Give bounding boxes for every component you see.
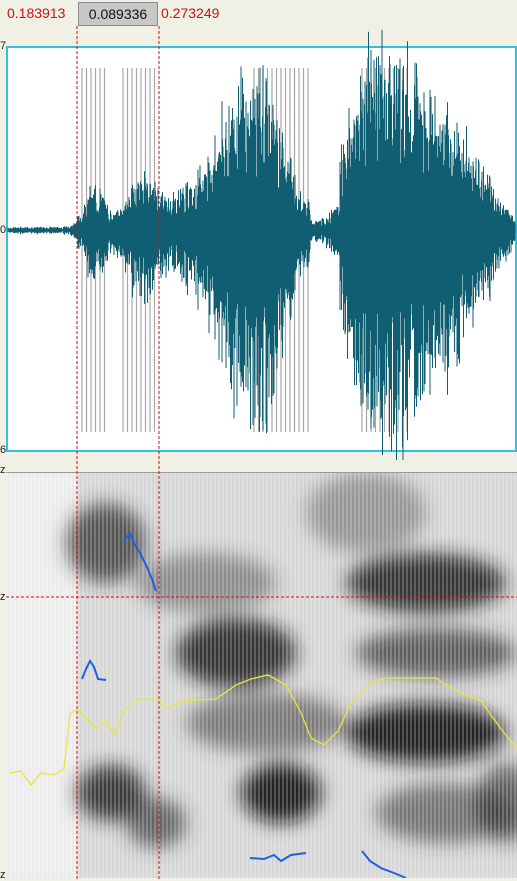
waveform-svg: [7, 29, 516, 460]
spectrogram-panel[interactable]: [6, 472, 517, 878]
spectrogram-svg: [6, 473, 517, 878]
spectrogram-cursor-label: z: [0, 591, 6, 603]
waveform-top-label: 7: [0, 40, 7, 52]
selection-start-time: 0.183913: [7, 5, 66, 21]
waveform-trace: [7, 29, 516, 460]
selection-end-time: 0.273249: [161, 5, 220, 21]
pitch-contour-1: [123, 530, 157, 592]
spectrogram-top-label: z: [0, 464, 6, 476]
spectrogram-bottom-label: z: [0, 869, 6, 881]
waveform-bottom-label: 6: [0, 444, 7, 456]
waveform-zero-label: 0: [0, 224, 7, 236]
intensity-curve: [9, 674, 517, 787]
selection-duration-button[interactable]: 0.089336: [78, 2, 158, 26]
pitch-contour-2: [81, 659, 107, 681]
pitch-contour-3: [249, 852, 307, 863]
pitch-contour-4: [361, 850, 407, 878]
